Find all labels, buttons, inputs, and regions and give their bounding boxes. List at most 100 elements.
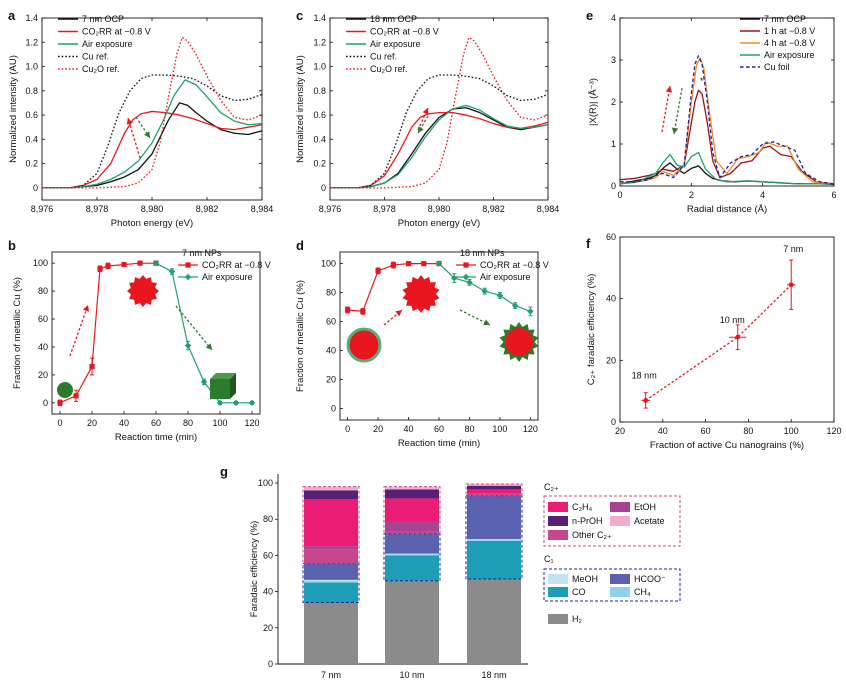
data-point: [511, 302, 519, 309]
data-point: [121, 261, 127, 268]
x-axis-label: Photon energy (eV): [111, 218, 193, 229]
y-tick-label: 80: [38, 286, 48, 296]
x-axis-label: Reaction time (min): [115, 432, 197, 443]
x-category-label: 18 nm: [481, 670, 506, 680]
data-point: [73, 393, 79, 399]
y-tick-label: 0: [611, 181, 616, 191]
data-point: [57, 400, 63, 406]
panel-e: 0 2 4 6 0 1 2 3 4 Radial distance (Å) |X(R)| (Å⁻³)…: [586, 8, 837, 215]
plot-area: [330, 36, 548, 189]
plot-area: [42, 36, 262, 189]
green-arrow: [417, 115, 429, 134]
legend-marker: [463, 262, 469, 268]
y-axis-label: Normalized intensity (AU): [295, 55, 306, 163]
point-label: 10 nm: [720, 315, 745, 325]
panel-label: g: [220, 464, 228, 479]
x-tick-label: 8,984: [251, 204, 274, 214]
legend-label: EtOH: [634, 502, 656, 512]
legend-label: n-PrOH: [572, 516, 603, 526]
legend-label: Air exposure: [202, 272, 253, 282]
y-tick-label: 80: [263, 514, 273, 524]
legend-label: Cu₂O ref.: [370, 64, 408, 74]
series-line-0: [59, 262, 156, 404]
y-tick-label: 2: [611, 97, 616, 107]
bar-segment: [467, 493, 521, 496]
legend-swatch: [548, 574, 568, 584]
y-tick-label: 1.0: [313, 62, 326, 72]
x-tick-label: 40: [404, 424, 414, 434]
x-tick-label: 80: [183, 418, 193, 428]
c2-group-outline: [383, 486, 441, 535]
bar-segment: [385, 521, 439, 531]
data-point: [405, 260, 412, 267]
data-point: [421, 260, 427, 267]
legend-swatch: [548, 587, 568, 597]
y-tick-label: 1.2: [25, 37, 38, 47]
y-tick-label: 0: [611, 417, 616, 427]
y-tick-label: 40: [606, 294, 616, 304]
data-point: [232, 399, 240, 407]
legend-label: 4 h at −0.8 V: [764, 38, 815, 48]
x-tick-label: 0: [345, 424, 350, 434]
plot-frame: [41, 17, 263, 201]
legend-label: CO₂RR at −0.8 V: [202, 260, 271, 270]
y-tick-label: 60: [38, 314, 48, 324]
legend-marker: [185, 262, 191, 268]
x-tick-label: 6: [831, 190, 836, 200]
chart-title: 18 nm NPs: [460, 248, 505, 258]
red-arrow-head: [422, 108, 429, 115]
data-point: [152, 259, 160, 267]
legend-marker: [184, 273, 192, 281]
legend-label: 1 h at −0.8 V: [764, 26, 815, 36]
metallic-nanoparticle-icon: [402, 275, 440, 313]
panel-a: 8,976 8,978 8,980 8,982 8,984 0 0.2 0.4 0.6 0.8 1.…: [8, 8, 273, 229]
panel-g: 0 20 40 60 80 100 Faradaic efficiency (%) g 7 nm…: [220, 464, 681, 680]
y-tick-label: 100: [33, 258, 48, 268]
bar-segment: [304, 549, 358, 564]
legend-label: Cu ref.: [82, 52, 109, 62]
y-tick-label: 20: [263, 623, 273, 633]
green-arrow-head: [418, 126, 424, 133]
x-tick-label: 60: [151, 418, 161, 428]
x-category-label: 7 nm: [321, 670, 341, 680]
panel-label: e: [586, 8, 593, 23]
panel-label: b: [8, 238, 16, 253]
green-arrow-head: [205, 343, 212, 350]
data-point: [360, 308, 366, 314]
x-tick-label: 8,982: [196, 204, 219, 214]
bar-segment: [467, 578, 521, 664]
data-point: [89, 363, 95, 370]
series-line-1: [42, 110, 262, 189]
panel-c: 8,976 8,978 8,980 8,982 8,984 0 0.2 0.4 0.6 0.8 1.…: [295, 8, 559, 229]
red-arrow-head: [126, 118, 133, 125]
data-point: [643, 398, 649, 403]
c1-legend-box: [543, 568, 681, 602]
y-tick-label: 3: [611, 55, 616, 65]
green-arrow: [175, 305, 213, 351]
y-tick-label: 0.8: [313, 86, 326, 96]
legend-swatch: [610, 516, 630, 526]
panel-d: 0 20 40 60 80 100 120 0 20 40 60 80 100 Reaction time…: [295, 238, 549, 449]
x-tick-label: 40: [119, 418, 129, 428]
legend-swatch: [548, 516, 568, 526]
legend-label: 7 nm OCP: [764, 14, 806, 24]
x-tick-label: 20: [615, 426, 625, 436]
series-line-1: [620, 89, 834, 185]
bar-segment: [385, 498, 439, 522]
x-tick-label: 8,976: [31, 204, 54, 214]
legend-label: Air exposure: [764, 50, 815, 60]
bar-segment: [304, 602, 358, 664]
x-tick-label: 40: [658, 426, 668, 436]
data-point: [105, 263, 111, 269]
legend-label: Air exposure: [370, 39, 421, 49]
data-point: [97, 266, 103, 272]
x-tick-label: 120: [826, 426, 841, 436]
red-arrow-head: [395, 310, 402, 317]
c2-group-outline: [302, 486, 360, 565]
y-tick-label: 1: [611, 139, 616, 149]
series-line-1: [330, 111, 548, 189]
y-axis-label: Faradaic efficiency (%): [249, 521, 260, 617]
y-tick-label: 60: [606, 232, 616, 242]
x-axis-label: Photon energy (eV): [398, 218, 480, 229]
data-point: [527, 308, 534, 315]
